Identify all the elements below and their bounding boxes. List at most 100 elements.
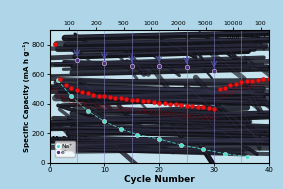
Point bbox=[212, 69, 216, 72]
Point bbox=[69, 86, 74, 89]
Point bbox=[64, 83, 68, 86]
Point bbox=[168, 112, 172, 115]
Point bbox=[130, 64, 134, 67]
Point bbox=[228, 91, 233, 94]
Point bbox=[146, 100, 151, 103]
Point bbox=[53, 43, 57, 46]
Point bbox=[97, 105, 101, 108]
Point bbox=[102, 95, 107, 98]
Point bbox=[119, 107, 123, 110]
Point bbox=[245, 85, 249, 88]
Point bbox=[245, 80, 249, 83]
Point bbox=[234, 82, 238, 85]
Point bbox=[75, 101, 79, 105]
Point bbox=[217, 96, 222, 99]
Point bbox=[201, 148, 205, 151]
Point bbox=[75, 88, 79, 91]
Point bbox=[108, 96, 112, 99]
Point bbox=[157, 101, 161, 104]
Point bbox=[173, 103, 178, 106]
Point bbox=[124, 108, 128, 111]
Point bbox=[151, 111, 156, 114]
Point bbox=[130, 108, 134, 112]
Text: MnS/NSCTs: MnS/NSCTs bbox=[52, 136, 91, 141]
Point bbox=[157, 64, 161, 67]
Point bbox=[195, 105, 200, 108]
Point bbox=[86, 110, 90, 113]
Y-axis label: Specific Capacity (mA h g⁻¹): Specific Capacity (mA h g⁻¹) bbox=[23, 41, 31, 152]
Point bbox=[184, 104, 189, 107]
Point bbox=[135, 133, 140, 136]
Point bbox=[124, 98, 128, 101]
Point bbox=[201, 106, 205, 109]
Point bbox=[135, 99, 140, 102]
Point bbox=[267, 81, 271, 84]
Text: Unit: mA g⁻¹: Unit: mA g⁻¹ bbox=[227, 34, 265, 40]
Point bbox=[130, 98, 134, 101]
Point bbox=[223, 86, 227, 89]
Point bbox=[58, 77, 63, 80]
Point bbox=[58, 95, 63, 98]
Point bbox=[53, 89, 57, 92]
Point bbox=[179, 143, 183, 146]
Point bbox=[69, 100, 74, 103]
Point bbox=[245, 155, 249, 158]
Point bbox=[135, 109, 140, 112]
Point bbox=[64, 98, 68, 101]
Point bbox=[86, 92, 90, 95]
Point bbox=[102, 61, 107, 64]
Point bbox=[201, 116, 205, 119]
Point bbox=[223, 93, 227, 96]
Point bbox=[206, 116, 211, 119]
Point bbox=[228, 84, 233, 87]
Point bbox=[157, 111, 161, 114]
Point bbox=[190, 105, 194, 108]
Point bbox=[162, 102, 167, 105]
Point bbox=[69, 95, 74, 98]
Point bbox=[179, 114, 183, 117]
Point bbox=[162, 112, 167, 115]
Point bbox=[108, 106, 112, 109]
Point bbox=[75, 58, 79, 61]
X-axis label: Cycle Number: Cycle Number bbox=[124, 175, 194, 184]
Point bbox=[184, 65, 189, 68]
Point bbox=[102, 120, 107, 123]
Point bbox=[91, 104, 96, 107]
Point bbox=[119, 127, 123, 130]
Point bbox=[212, 107, 216, 110]
Point bbox=[239, 87, 244, 90]
Point bbox=[261, 82, 266, 85]
Point bbox=[80, 102, 85, 105]
Point bbox=[256, 78, 260, 81]
Point bbox=[146, 110, 151, 113]
Point bbox=[113, 107, 117, 110]
Point bbox=[102, 105, 107, 108]
Point bbox=[195, 115, 200, 119]
Point bbox=[239, 81, 244, 84]
Point bbox=[190, 115, 194, 118]
Point bbox=[206, 107, 211, 110]
Point bbox=[140, 110, 145, 113]
Point bbox=[168, 102, 172, 105]
Point bbox=[151, 101, 156, 104]
Point bbox=[234, 89, 238, 92]
Point bbox=[223, 152, 227, 155]
Point bbox=[250, 79, 255, 82]
Point bbox=[86, 103, 90, 106]
Point bbox=[250, 84, 255, 87]
Point bbox=[157, 138, 161, 141]
Point bbox=[267, 77, 271, 80]
Point bbox=[217, 88, 222, 91]
Point bbox=[55, 79, 60, 82]
Point bbox=[261, 78, 266, 81]
Point bbox=[140, 99, 145, 102]
Point bbox=[113, 96, 117, 99]
Point bbox=[256, 83, 260, 86]
Point bbox=[173, 113, 178, 116]
Point bbox=[212, 116, 216, 119]
Point bbox=[184, 114, 189, 117]
Point bbox=[119, 97, 123, 100]
Point bbox=[80, 91, 85, 94]
Legend: Na⁺, e⁻: Na⁺, e⁻ bbox=[55, 141, 75, 157]
Point bbox=[91, 93, 96, 96]
